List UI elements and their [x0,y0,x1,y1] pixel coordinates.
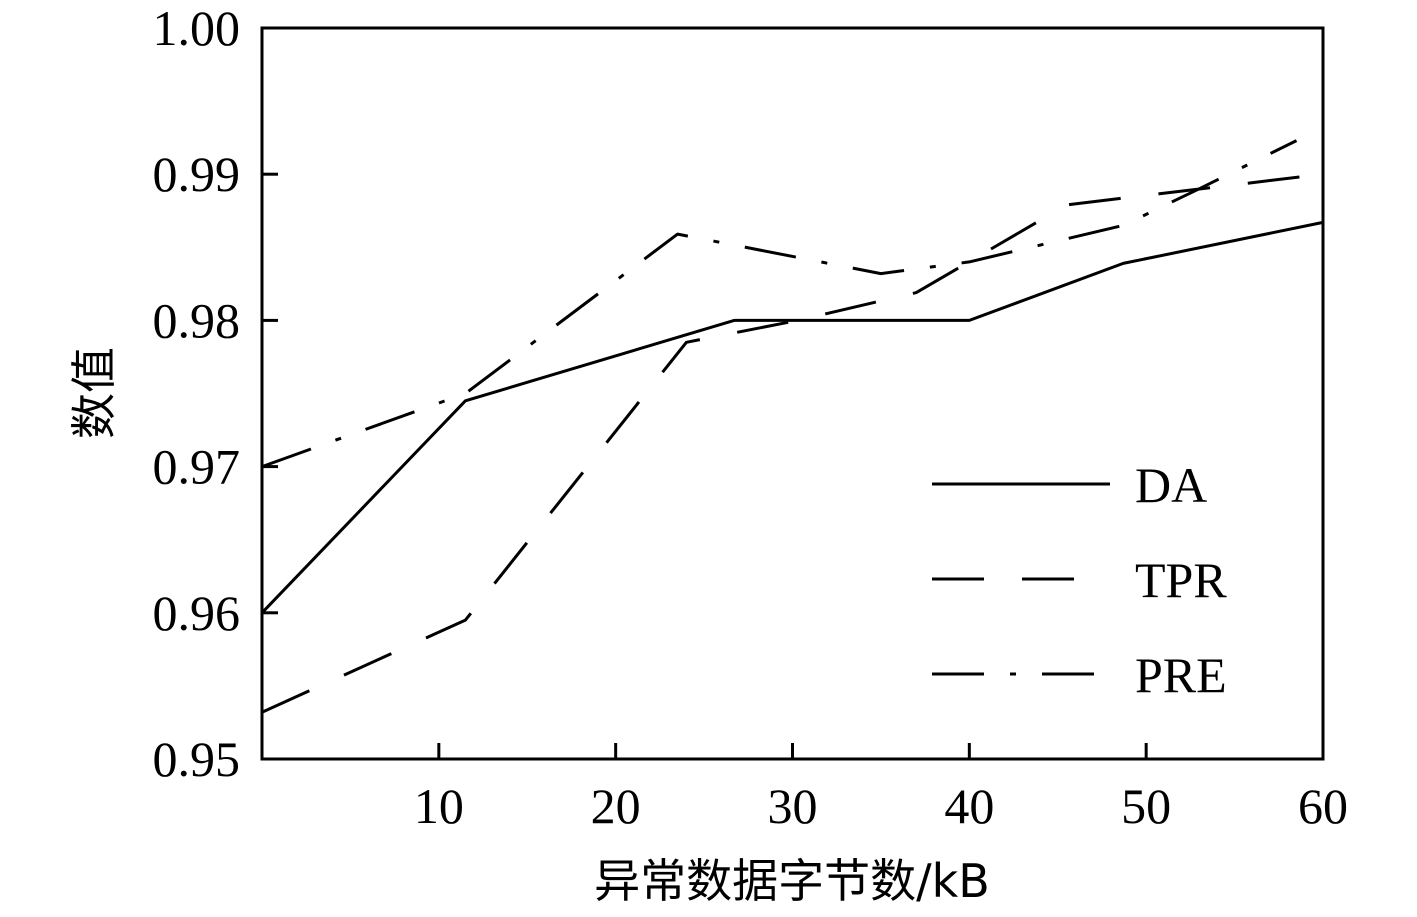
legend-label-da: DA [1135,457,1207,513]
series-line-tpr [261,172,1324,714]
x-tick-label: 40 [944,778,994,834]
y-tick-label: 0.95 [153,731,241,787]
plot-frame [260,26,1325,761]
y-tick-label: 1.00 [153,0,241,56]
series-line-pre [261,139,1298,469]
y-axis-ticks: 0.95 0.96 0.97 0.98 0.99 1.00 [153,0,278,787]
x-tick-label: 30 [768,778,818,834]
series-lines [260,139,1324,714]
series-line-da [260,220,1324,614]
y-tick-label: 0.96 [153,585,241,641]
x-axis-title: 异常数据字节数/kB [594,854,990,908]
legend: DA TPR PRE [932,457,1227,703]
y-tick-label: 0.98 [153,292,241,348]
y-axis-title: 数值 [67,347,121,439]
x-tick-label: 20 [591,778,641,834]
legend-label-tpr: TPR [1135,552,1227,608]
x-tick-label: 10 [414,778,464,834]
y-tick-label: 0.97 [153,439,241,495]
x-tick-label: 50 [1121,778,1171,834]
x-tick-label: 60 [1298,778,1348,834]
x-axis-ticks: 10 20 30 40 50 60 [414,743,1348,834]
legend-label-pre: PRE [1135,647,1227,703]
y-tick-label: 0.99 [153,146,241,202]
